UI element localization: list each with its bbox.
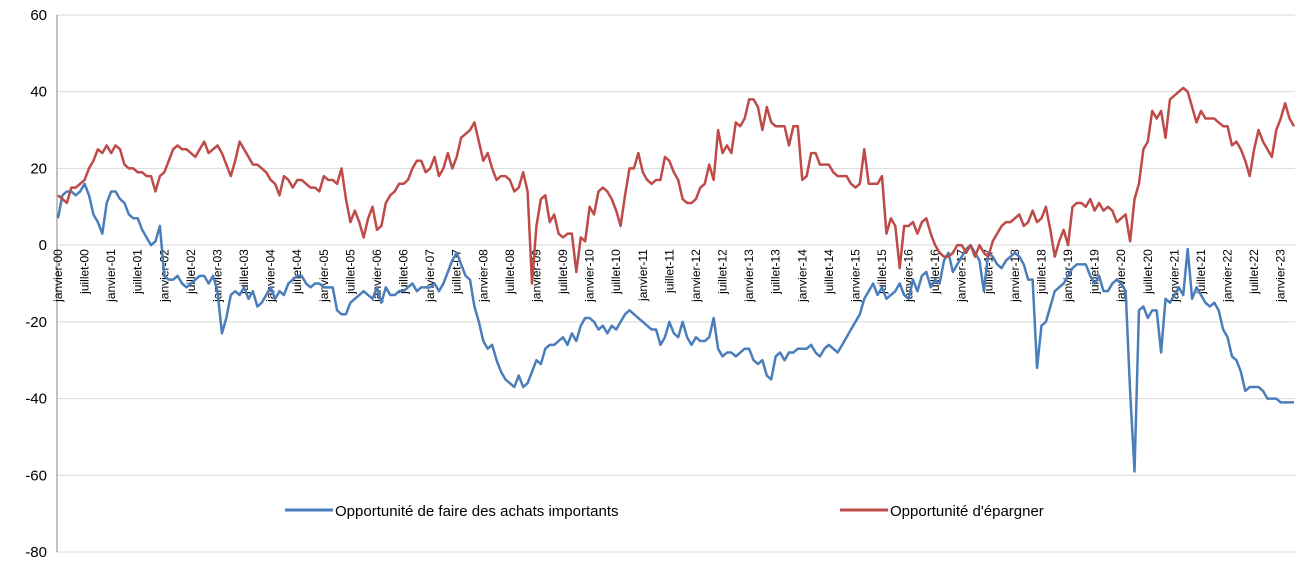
x-tick-label: janvier-18 <box>1008 249 1022 303</box>
y-tick-label: -80 <box>25 544 47 561</box>
x-tick-label: janvier-07 <box>423 249 437 303</box>
x-tick-label: janvier-11 <box>636 249 650 302</box>
legend-label: Opportunité d'épargner <box>890 503 1044 520</box>
x-tick-label: juillet-18 <box>1034 249 1048 295</box>
x-tick-label: juillet-06 <box>397 249 411 295</box>
x-tick-label: juillet-22 <box>1247 249 1261 295</box>
x-tick-label: janvier-23 <box>1274 249 1288 303</box>
x-tick-label: janvier-08 <box>476 249 490 303</box>
y-tick-label: -20 <box>25 314 47 331</box>
x-tick-label: juillet-05 <box>343 249 357 295</box>
x-tick-label: janvier-01 <box>104 249 118 303</box>
x-tick-label: juillet-01 <box>131 249 145 295</box>
series-line <box>56 182 1294 473</box>
y-tick-label: -60 <box>25 467 47 484</box>
series-line <box>57 86 1295 285</box>
x-tick-label: juillet-21 <box>1194 249 1208 295</box>
x-tick-label: juillet-04 <box>290 249 304 295</box>
x-tick-label: janvier-15 <box>848 249 862 303</box>
x-tick-label: janvier-03 <box>210 249 224 303</box>
legend-label: Opportunité de faire des achats importan… <box>335 503 619 520</box>
x-tick-label: juillet-08 <box>503 249 517 295</box>
x-tick-label: juillet-13 <box>769 249 783 295</box>
x-tick-label: juillet-10 <box>609 249 623 295</box>
x-tick-label: juillet-09 <box>556 249 570 295</box>
x-tick-label: janvier-04 <box>264 249 278 303</box>
y-tick-label: 40 <box>30 84 47 101</box>
x-tick-label: juillet-15 <box>875 249 889 295</box>
x-tick-label: juillet-00 <box>78 249 92 295</box>
y-tick-label: -40 <box>25 391 47 408</box>
x-tick-label: janvier-06 <box>370 249 384 303</box>
y-tick-label: 0 <box>39 237 47 254</box>
x-tick-label: juillet-11 <box>662 249 676 294</box>
x-tick-label: janvier-22 <box>1221 249 1235 303</box>
x-tick-label: janvier-05 <box>317 249 331 303</box>
x-tick-label: janvier-13 <box>742 249 756 303</box>
x-tick-label: janvier-12 <box>689 249 703 303</box>
x-tick-label: janvier-16 <box>902 249 916 303</box>
x-tick-label: janvier-14 <box>795 249 809 303</box>
x-tick-label: juillet-19 <box>1088 249 1102 295</box>
x-tick-label: juillet-12 <box>716 249 730 295</box>
x-tick-label: janvier-00 <box>51 249 65 303</box>
x-tick-label: janvier-10 <box>583 249 597 303</box>
x-tick-label: juillet-20 <box>1141 249 1155 295</box>
y-tick-label: 20 <box>30 160 47 177</box>
y-tick-label: 60 <box>30 7 47 24</box>
x-tick-label: juillet-03 <box>237 249 251 295</box>
x-tick-label: juillet-02 <box>184 249 198 295</box>
x-tick-label: juillet-14 <box>822 249 836 295</box>
